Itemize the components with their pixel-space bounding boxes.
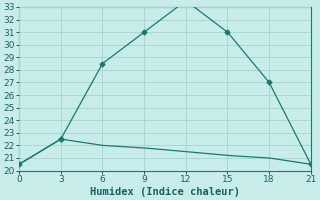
X-axis label: Humidex (Indice chaleur): Humidex (Indice chaleur) [90,186,240,197]
